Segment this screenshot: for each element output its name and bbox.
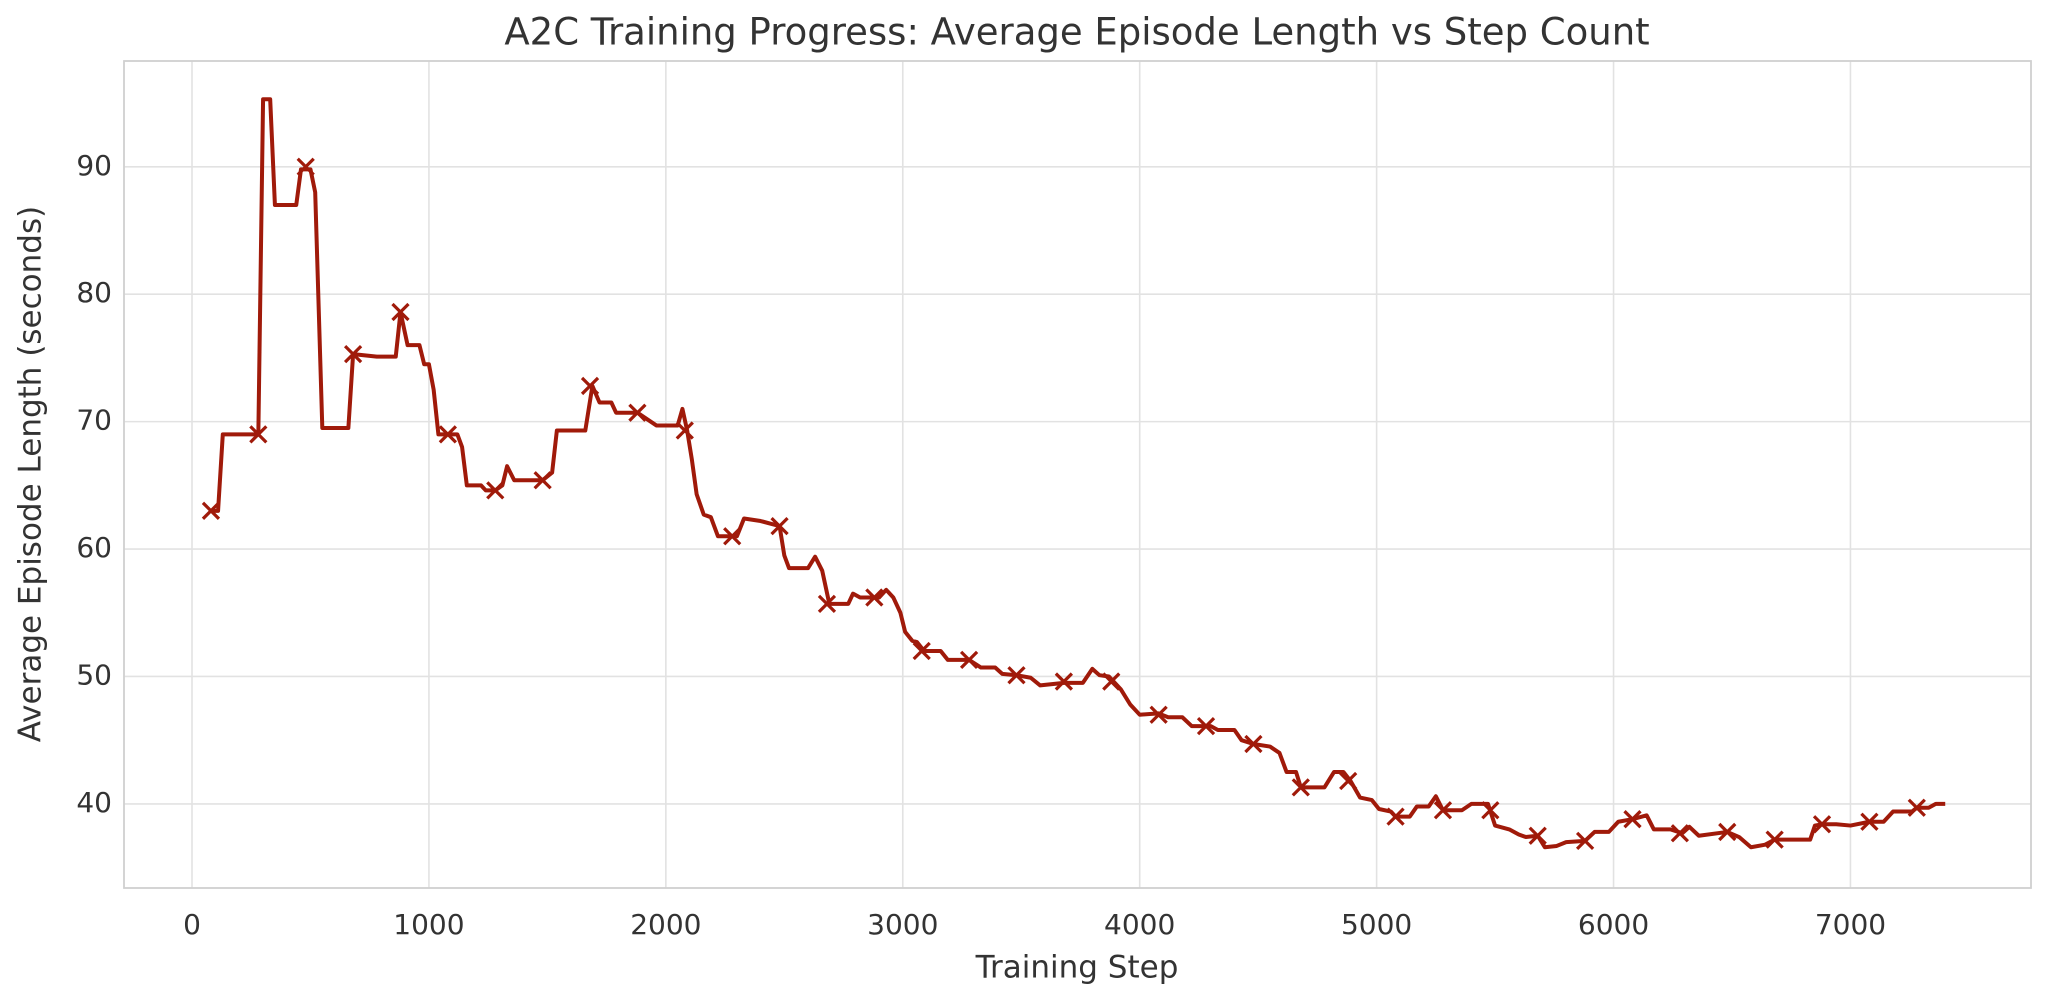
- marker: [249, 425, 268, 444]
- marker: [1386, 807, 1405, 826]
- marker: [1433, 801, 1453, 820]
- marker: [438, 425, 458, 444]
- marker: [1528, 826, 1547, 845]
- marker: [391, 302, 410, 322]
- marker: [1007, 666, 1026, 685]
- marker: [1860, 812, 1879, 831]
- marker: [959, 650, 979, 670]
- marker: [1339, 771, 1358, 791]
- x-tick-label: 3000: [867, 908, 938, 941]
- marker: [1812, 815, 1832, 834]
- marker: [296, 157, 315, 176]
- y-tick-label: 40: [76, 786, 112, 819]
- x-tick-label: 2000: [630, 908, 701, 941]
- marker: [817, 594, 837, 613]
- marker: [770, 516, 789, 536]
- marker: [912, 641, 931, 661]
- plot-frame: [123, 60, 2032, 889]
- x-tick-label: 5000: [1341, 908, 1412, 941]
- marker: [486, 481, 505, 500]
- y-tick-label: 70: [76, 404, 112, 437]
- y-axis-label: Average Episode Length (seconds): [13, 206, 49, 742]
- marker: [1481, 801, 1500, 820]
- x-tick-label: 1000: [393, 908, 464, 941]
- y-tick-label: 60: [76, 531, 112, 564]
- y-tick-label: 50: [76, 658, 112, 691]
- marker: [1102, 672, 1121, 691]
- x-tick-label: 4000: [1104, 908, 1175, 941]
- x-tick-label: 0: [183, 908, 201, 941]
- y-tick-label: 80: [76, 276, 112, 309]
- chart-title: A2C Training Progress: Average Episode L…: [504, 11, 1649, 54]
- marker: [1623, 810, 1642, 829]
- marker: [1575, 831, 1595, 850]
- marker: [201, 501, 221, 520]
- marker: [628, 403, 647, 422]
- marker: [1149, 705, 1168, 724]
- marker: [1244, 734, 1263, 754]
- marker: [580, 376, 600, 396]
- marker: [1670, 824, 1690, 843]
- marker: [533, 471, 552, 490]
- x-tick-label: 7000: [1815, 908, 1886, 941]
- marker: [865, 588, 884, 607]
- x-tick-label: 6000: [1578, 908, 1649, 941]
- marker: [723, 527, 742, 546]
- line: [210, 97, 1946, 850]
- marker: [1054, 672, 1074, 691]
- marker: [1765, 830, 1784, 849]
- marker: [1291, 778, 1310, 797]
- marker: [1907, 798, 1926, 817]
- marker: [343, 344, 363, 364]
- marker: [1718, 822, 1737, 842]
- marker: [1196, 717, 1216, 736]
- y-tick-label: 90: [76, 149, 112, 182]
- x-axis-label: Training Step: [975, 950, 1179, 986]
- marker: [675, 421, 694, 440]
